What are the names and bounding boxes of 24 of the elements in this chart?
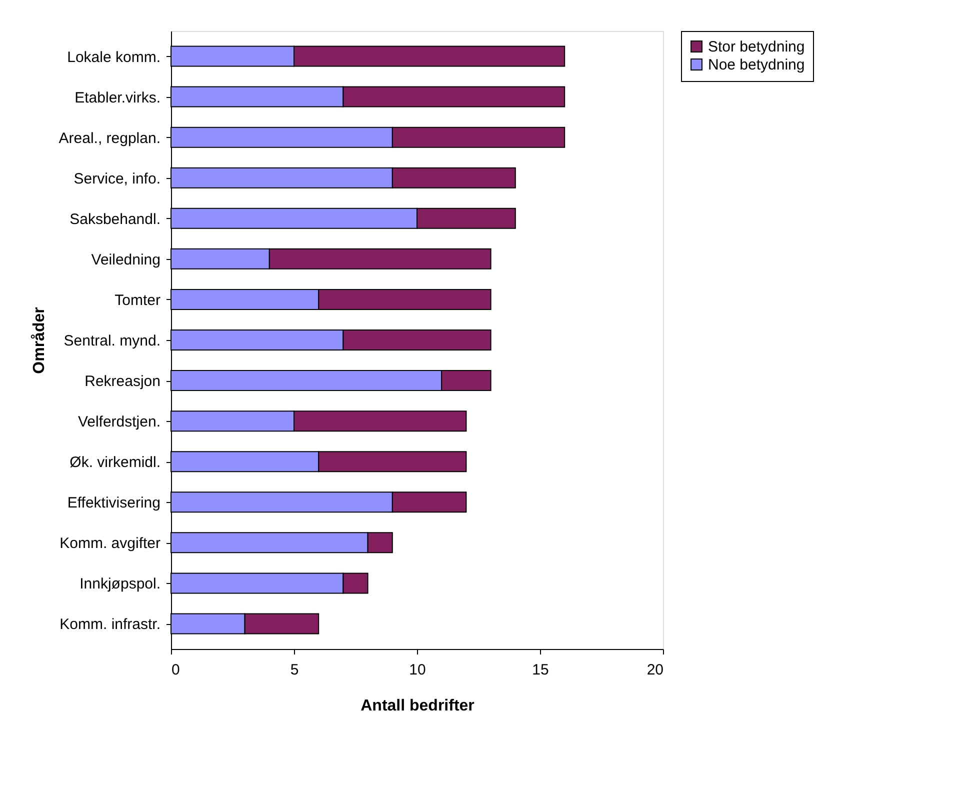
y-tick-label: Komm. infrastr. (60, 616, 160, 634)
y-tick-label: Sentral. mynd. (64, 332, 160, 350)
y-tick-label: Effektivisering (67, 494, 160, 512)
y-tick-label: Innkjøpspol. (80, 576, 160, 593)
x-tick-label: 15 (532, 662, 549, 678)
y-tick-label: Saksbehandl. (70, 210, 160, 228)
y-tick-label: Øk. virkemidl. (70, 454, 160, 472)
y-tick-label: Rekreasjon (84, 373, 160, 390)
y-tick-label: Service, info. (74, 170, 160, 188)
x-tick-label: 5 (290, 662, 299, 678)
y-tick-label: Veiledning (91, 251, 160, 268)
x-tick-label: 20 (646, 662, 664, 678)
y-tick-label: Lokale komm. (67, 48, 160, 66)
y-tick-label: Tomter (114, 292, 161, 309)
legend-label: Noe betydning (708, 56, 805, 74)
x-tick-label: 0 (172, 662, 180, 678)
y-tick-label: Velferdstjen. (78, 414, 160, 431)
x-axis-title: Antall bedrifter (360, 698, 474, 714)
y-tick-label: Areal., regplan. (58, 130, 160, 147)
x-tick-label: 10 (409, 662, 426, 678)
y-tick-label: Etabler.virks. (74, 89, 160, 106)
y-axis-title: Områder (30, 307, 48, 374)
legend-label: Stor betydning (708, 38, 805, 56)
y-tick-label: Komm. avgifter (60, 535, 160, 552)
